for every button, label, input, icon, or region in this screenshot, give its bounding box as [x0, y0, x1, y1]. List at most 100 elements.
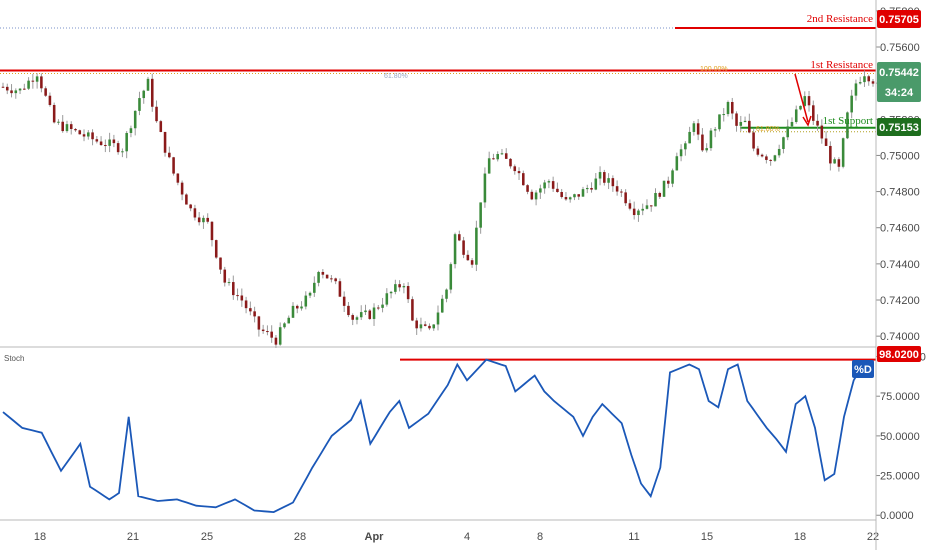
candle-body — [504, 153, 508, 159]
candle — [112, 134, 116, 148]
candle-body — [347, 305, 350, 316]
candle-body — [57, 121, 60, 123]
candle — [841, 137, 845, 169]
candle-body — [871, 81, 875, 84]
candle-body — [372, 307, 376, 319]
candle — [249, 301, 252, 316]
candle — [517, 167, 521, 180]
candle — [722, 108, 726, 122]
candle-body — [74, 129, 77, 131]
candle — [624, 189, 627, 206]
candle-body — [295, 305, 299, 309]
stoch-pane[interactable] — [2, 358, 876, 514]
candle — [423, 321, 427, 327]
candle-body — [155, 106, 158, 122]
candle-body — [125, 132, 128, 152]
candle — [185, 193, 188, 205]
candle-body — [730, 101, 734, 114]
candle — [675, 152, 679, 171]
candle-body — [551, 181, 555, 189]
candle-body — [202, 217, 205, 223]
candle — [641, 203, 644, 216]
candle-body — [398, 284, 401, 288]
candle-body — [509, 158, 512, 167]
candle — [547, 179, 551, 189]
candle — [735, 111, 738, 132]
candle — [688, 126, 691, 144]
candle-body — [769, 159, 772, 161]
candle — [31, 73, 35, 89]
candle-body — [240, 295, 244, 301]
candle-body — [649, 205, 653, 207]
candle — [871, 79, 875, 87]
candle — [308, 291, 312, 299]
candle-body — [351, 315, 354, 320]
candle — [713, 126, 717, 138]
candle-body — [513, 166, 517, 172]
candle — [193, 204, 197, 221]
candle — [313, 276, 316, 297]
candle — [462, 236, 465, 259]
price-tick-label: 0.74600 — [880, 223, 920, 235]
candle — [342, 291, 346, 313]
candle — [364, 304, 367, 316]
candle — [667, 176, 670, 189]
candle-body — [867, 76, 871, 82]
candle — [257, 315, 261, 337]
candle-body — [193, 208, 197, 218]
candle-body — [159, 121, 163, 132]
time-tick-label: 22 — [867, 531, 879, 543]
candle-body — [526, 185, 529, 192]
svg-text:0.75705: 0.75705 — [879, 14, 919, 26]
candle-body — [112, 139, 116, 144]
candle — [266, 325, 269, 336]
candle-body — [1, 86, 5, 88]
candle — [564, 192, 568, 201]
candle — [283, 322, 286, 329]
candle-body — [78, 130, 82, 135]
candle — [807, 90, 811, 112]
candle — [227, 278, 231, 286]
candle-body — [743, 120, 747, 122]
candle — [863, 70, 866, 87]
candle — [543, 179, 546, 194]
candle-body — [560, 192, 563, 198]
candle — [833, 157, 836, 164]
time-tick-label: Apr — [365, 531, 385, 543]
candle — [219, 257, 222, 274]
candle-body — [739, 121, 743, 126]
candle — [816, 114, 819, 131]
time-tick-label: 18 — [34, 531, 46, 543]
candle — [23, 83, 26, 90]
candle-body — [654, 192, 657, 207]
svg-text:0.75153: 0.75153 — [879, 122, 919, 134]
candle-body — [756, 148, 760, 155]
time-tick-label: 8 — [537, 531, 543, 543]
candle-body — [585, 187, 589, 190]
candle — [428, 323, 431, 331]
candle — [95, 136, 99, 144]
candle-body — [564, 197, 568, 200]
candle — [121, 148, 124, 158]
candle — [752, 129, 755, 152]
candle — [398, 280, 401, 292]
price-tick-label: 0.74200 — [880, 295, 920, 307]
candle — [44, 86, 47, 97]
time-tick-label: 15 — [701, 531, 713, 543]
candle — [637, 208, 640, 222]
candle-body — [812, 105, 815, 121]
candle — [129, 125, 133, 138]
stoch-title: Stoch — [4, 354, 24, 363]
candle-body — [223, 269, 227, 283]
candle-body — [475, 227, 478, 265]
candle — [1, 82, 5, 88]
candle — [57, 119, 60, 125]
candle-body — [487, 158, 491, 174]
candle-body — [794, 109, 798, 122]
candle-body — [445, 289, 448, 299]
price-pane[interactable] — [0, 27, 876, 349]
candle-body — [692, 123, 696, 132]
candle — [10, 84, 13, 98]
